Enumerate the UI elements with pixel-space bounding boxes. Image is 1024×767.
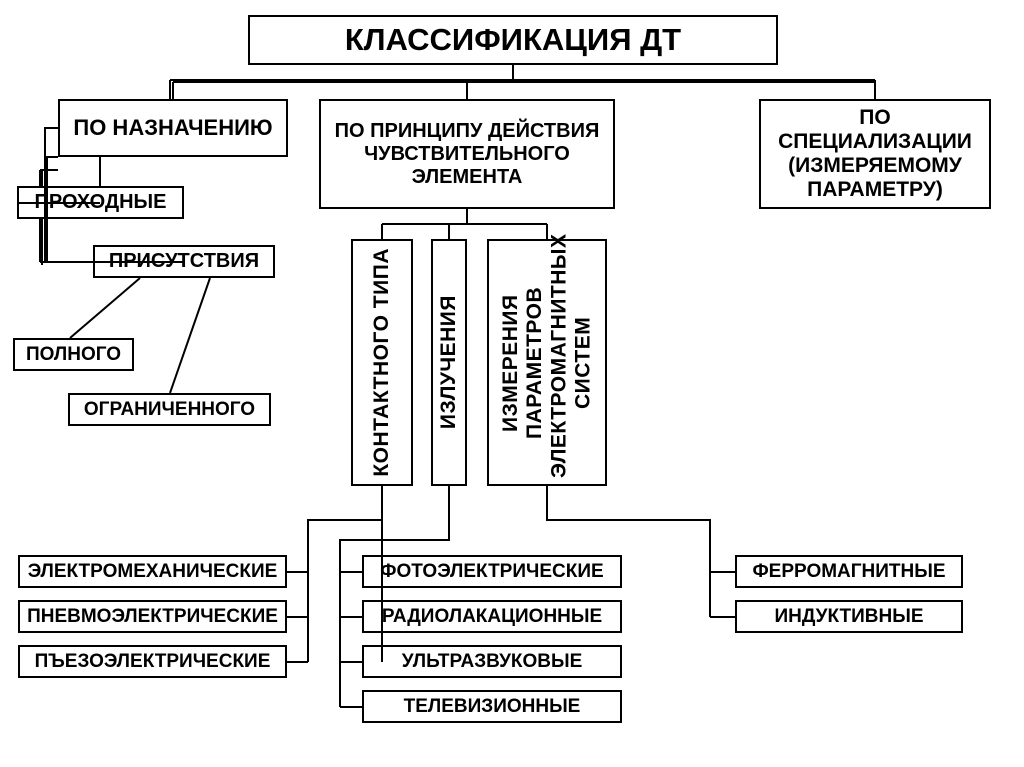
node-photo: ФОТОЭЛЕКТРИЧЕСКИЕ xyxy=(362,555,622,588)
node-through: ПРОХОДНЫЕ xyxy=(17,186,184,219)
node-ferro: ФЕРРОМАГНИТНЫЕ xyxy=(735,555,963,588)
node-full: ПОЛНОГО xyxy=(13,338,134,371)
node-electromag: ИЗМЕРЕНИЯ ПАРАМЕТРОВ ЭЛЕКТРОМАГНИТНЫХ СИ… xyxy=(487,239,607,486)
node-induct: ИНДУКТИВНЫЕ xyxy=(735,600,963,633)
node-root: КЛАССИФИКАЦИЯ ДТ xyxy=(248,15,778,65)
node-radiation: ИЗЛУЧЕНИЯ xyxy=(431,239,467,486)
node-piezo: ПЪЕЗОЭЛЕКТРИЧЕСКИЕ xyxy=(18,645,287,678)
node-radar: РАДИОЛАКАЦИОННЫЕ xyxy=(362,600,622,633)
node-purpose: ПО НАЗНАЧЕНИЮ xyxy=(58,99,288,157)
node-electromech: ЭЛЕКТРОМЕХАНИЧЕСКИЕ xyxy=(18,555,287,588)
node-limited: ОГРАНИЧЕННОГО xyxy=(68,393,271,426)
diagram-canvas: { "type": "tree", "background_color": "#… xyxy=(0,0,1024,767)
node-contact-label: КОНТАКТНОГО ТИПА xyxy=(370,248,394,477)
node-contact: КОНТАКТНОГО ТИПА xyxy=(351,239,413,486)
node-presence: ПРИСУТСТВИЯ xyxy=(93,245,275,278)
node-radiation-label: ИЗЛУЧЕНИЯ xyxy=(437,295,461,429)
node-tv: ТЕЛЕВИЗИОННЫЕ xyxy=(362,690,622,723)
node-electromag-label: ИЗМЕРЕНИЯ ПАРАМЕТРОВ ЭЛЕКТРОМАГНИТНЫХ СИ… xyxy=(499,248,596,478)
node-ultra: УЛЬТРАЗВУКОВЫЕ xyxy=(362,645,622,678)
node-pneumo: ПНЕВМОЭЛЕКТРИЧЕСКИЕ xyxy=(18,600,287,633)
node-special: ПО СПЕЦИАЛИЗАЦИИ (ИЗМЕРЯЕМОМУ ПАРАМЕТРУ) xyxy=(759,99,991,209)
node-principle: ПО ПРИНЦИПУ ДЕЙСТВИЯ ЧУВСТВИТЕЛЬНОГО ЭЛЕ… xyxy=(319,99,615,209)
